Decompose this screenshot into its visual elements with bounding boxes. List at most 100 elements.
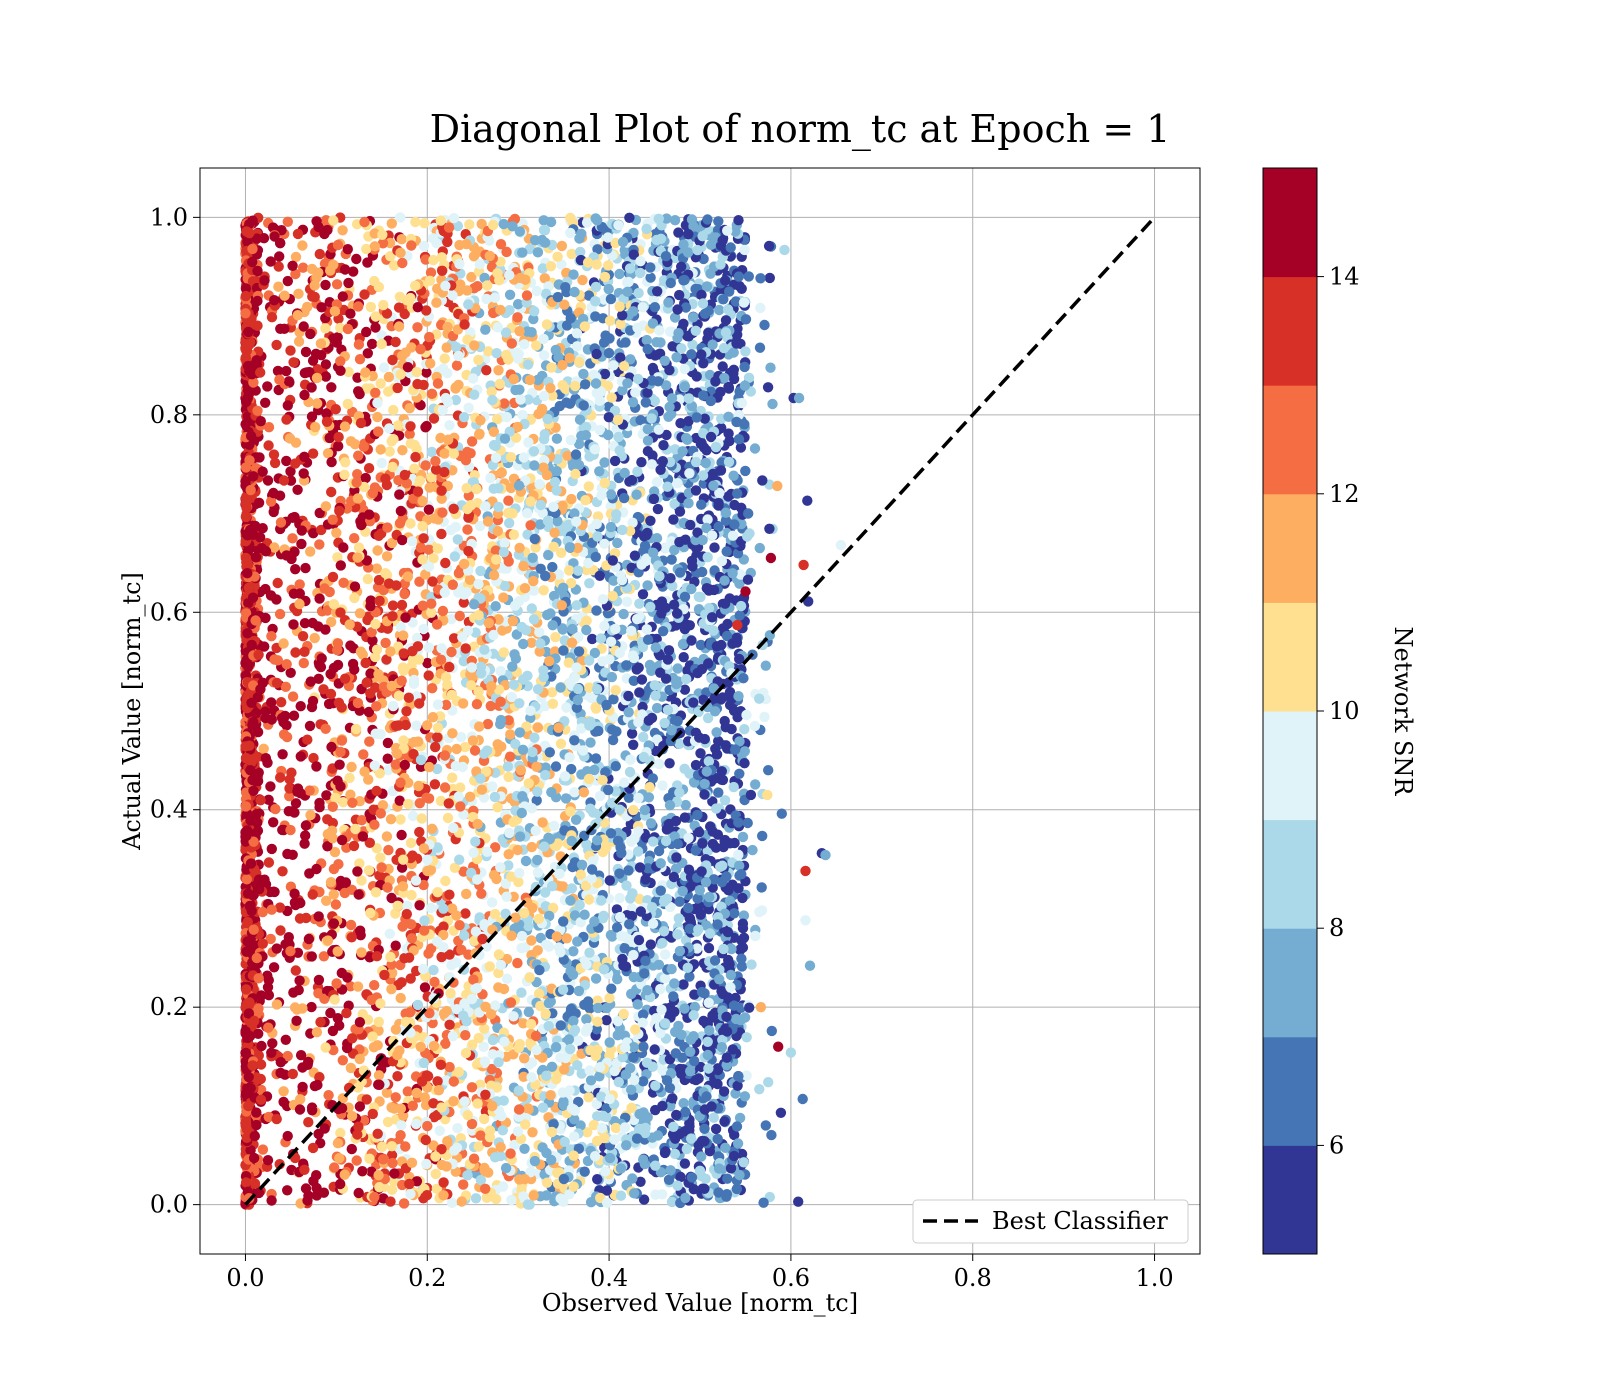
data-point xyxy=(275,925,286,936)
data-point xyxy=(257,466,268,477)
data-point xyxy=(506,338,517,349)
data-point xyxy=(240,283,252,294)
data-point xyxy=(583,481,594,492)
data-point xyxy=(555,682,566,693)
data-point xyxy=(548,820,560,831)
data-point xyxy=(242,410,254,422)
data-point xyxy=(681,1143,692,1155)
data-point xyxy=(354,354,366,365)
data-point xyxy=(474,259,485,270)
data-point xyxy=(320,323,331,334)
data-point xyxy=(604,1037,615,1048)
data-point xyxy=(340,457,351,468)
data-point xyxy=(441,342,452,353)
data-point xyxy=(287,533,298,544)
data-point xyxy=(352,866,363,877)
data-point xyxy=(436,528,447,540)
data-point xyxy=(558,645,569,656)
data-point xyxy=(607,931,618,942)
data-point xyxy=(521,290,533,301)
data-point xyxy=(462,524,473,535)
data-point xyxy=(338,542,349,553)
data-point xyxy=(582,996,594,1007)
data-point xyxy=(295,751,306,762)
data-point xyxy=(646,665,657,676)
data-point xyxy=(252,265,263,277)
data-point xyxy=(603,412,614,423)
data-point xyxy=(290,965,301,976)
data-point xyxy=(505,729,516,740)
data-point xyxy=(249,1130,260,1142)
data-point xyxy=(599,1132,610,1144)
data-point xyxy=(354,1101,366,1112)
data-point xyxy=(423,504,435,515)
data-point xyxy=(550,632,561,643)
data-point xyxy=(281,455,292,467)
data-point xyxy=(651,337,662,348)
data-point xyxy=(343,366,354,378)
data-point xyxy=(458,1179,469,1190)
data-point xyxy=(276,697,287,708)
data-point xyxy=(564,752,575,763)
data-point xyxy=(242,568,253,579)
data-point xyxy=(265,590,277,601)
data-point xyxy=(583,1092,594,1103)
data-point xyxy=(247,592,259,603)
data-point xyxy=(450,394,462,406)
data-point xyxy=(735,442,747,453)
data-point xyxy=(243,1008,255,1019)
data-point xyxy=(460,908,471,919)
data-point xyxy=(306,1001,317,1013)
data-point xyxy=(550,761,562,772)
data-point xyxy=(439,353,450,364)
data-point xyxy=(288,619,299,630)
data-point xyxy=(590,973,602,984)
data-point xyxy=(693,591,704,602)
data-point xyxy=(603,283,614,295)
data-point xyxy=(307,695,319,707)
data-point xyxy=(497,625,508,636)
data-point xyxy=(642,580,653,591)
data-point xyxy=(263,857,275,868)
data-point xyxy=(244,997,255,1008)
data-point xyxy=(604,992,615,1004)
data-point xyxy=(663,411,674,422)
data-point xyxy=(300,562,311,574)
data-point xyxy=(268,817,279,828)
data-point xyxy=(684,971,695,982)
data-point xyxy=(734,768,745,779)
data-point xyxy=(278,1096,289,1108)
data-point xyxy=(241,1132,252,1144)
data-point xyxy=(737,892,748,904)
data-point xyxy=(618,608,629,620)
data-point xyxy=(565,434,577,446)
data-point xyxy=(278,475,290,486)
data-point xyxy=(421,1158,432,1170)
data-point xyxy=(295,701,306,712)
data-point xyxy=(345,640,356,651)
data-point xyxy=(254,532,266,543)
data-point xyxy=(277,866,288,877)
data-point xyxy=(252,726,264,738)
data-point xyxy=(260,397,271,408)
data-point xyxy=(240,290,251,302)
data-point xyxy=(594,466,605,477)
data-point xyxy=(311,863,322,875)
data-point xyxy=(570,380,581,392)
data-point xyxy=(508,373,519,385)
data-point xyxy=(504,517,515,529)
data-point xyxy=(645,272,656,283)
data-point xyxy=(739,724,750,735)
data-point xyxy=(566,493,577,505)
data-point xyxy=(541,1177,553,1188)
data-point xyxy=(248,377,259,388)
data-point xyxy=(503,495,514,506)
data-point xyxy=(491,348,502,359)
data-point xyxy=(424,331,435,343)
data-point xyxy=(297,240,308,251)
data-point xyxy=(396,862,408,873)
data-point xyxy=(240,476,251,487)
data-point xyxy=(240,1177,252,1188)
data-point xyxy=(572,936,583,947)
